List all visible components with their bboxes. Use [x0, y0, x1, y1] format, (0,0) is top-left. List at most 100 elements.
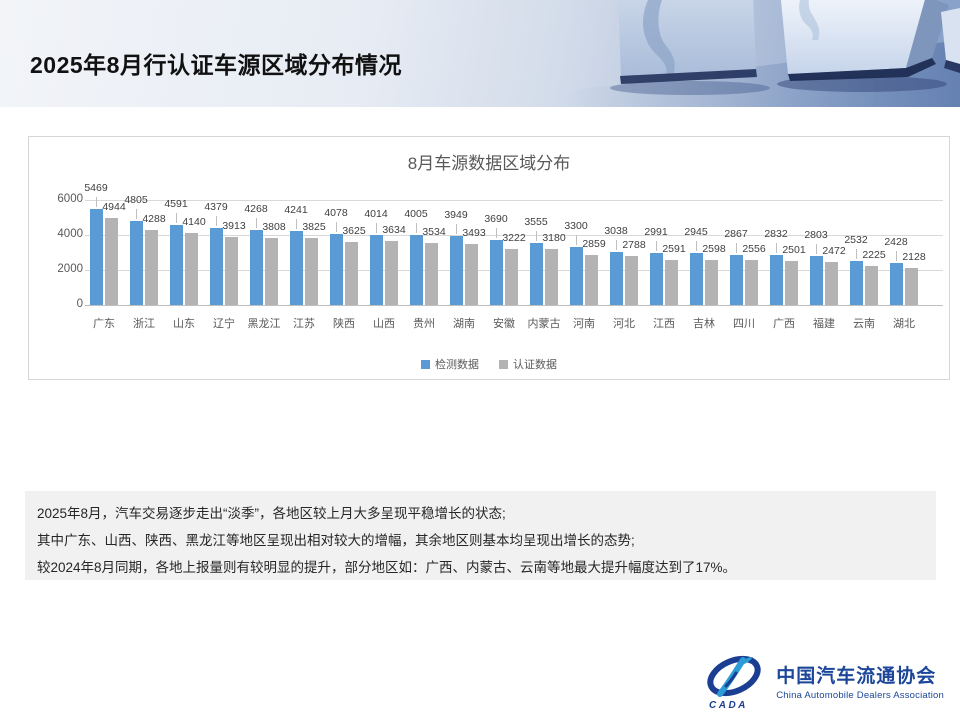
- bar-certified: [545, 249, 558, 305]
- bar-certified: [225, 236, 238, 305]
- data-label-certified: 2472: [822, 244, 846, 257]
- cada-logo-text: CADA: [709, 700, 748, 710]
- summary-line-1: 2025年8月，汽车交易逐步走出“淡季”，各地区较上月大多呈现平稳增长的状态;: [37, 506, 506, 521]
- x-axis-label: 河北: [613, 318, 635, 330]
- summary-panel: 2025年8月，汽车交易逐步走出“淡季”，各地区较上月大多呈现平稳增长的状态; …: [25, 491, 936, 580]
- data-label-certified: 2128: [902, 250, 926, 263]
- x-axis-label: 贵州: [413, 318, 435, 330]
- x-axis-label: 四川: [733, 318, 755, 330]
- logo-subtitle-en: China Automobile Dealers Association: [776, 690, 944, 701]
- bar-detection: [450, 235, 463, 305]
- data-label-detection: 2945: [684, 226, 708, 239]
- data-label-certified: 3808: [262, 221, 286, 234]
- data-label-detection: 2832: [764, 228, 788, 241]
- x-axis-label: 山西: [373, 318, 395, 330]
- data-label-detection: 3038: [604, 224, 628, 237]
- x-axis-label: 安徽: [493, 318, 515, 330]
- x-axis-label: 云南: [853, 318, 875, 330]
- bar-certified: [825, 261, 838, 305]
- data-label-certified: 4288: [142, 212, 166, 225]
- label-leader-line: [456, 223, 457, 234]
- data-label-certified: 2591: [662, 242, 686, 255]
- data-label-certified: 2859: [582, 237, 606, 250]
- bar-certified: [385, 241, 398, 305]
- x-axis-label: 辽宁: [213, 318, 235, 330]
- label-leader-line: [696, 241, 697, 252]
- label-leader-line: [416, 222, 417, 233]
- bar-certified: [345, 241, 358, 305]
- data-label-certified: 3634: [382, 224, 406, 237]
- label-leader-line: [896, 250, 897, 261]
- chart-legend: 检测数据 认证数据: [29, 356, 949, 372]
- label-leader-line: [376, 222, 377, 233]
- bar-certified: [465, 243, 478, 305]
- data-label-certified: 3913: [222, 219, 246, 232]
- y-axis-tick-label: 0: [76, 298, 83, 310]
- chart-title: 8月车源数据区域分布: [407, 154, 571, 173]
- bar-detection: [890, 262, 903, 305]
- chart-plot: 0 2000 4000 6000 5469 4944 广东 4805 4288 浙江 4591 414…: [29, 137, 949, 379]
- legend-label-certified: 认证数据: [513, 359, 557, 371]
- y-axis-tick-label: 6000: [57, 193, 83, 205]
- y-axis-tick-label: 2000: [57, 263, 83, 275]
- bar-detection: [530, 242, 543, 305]
- cada-logo-icon: CADA: [707, 655, 761, 710]
- bar-detection: [290, 230, 303, 305]
- data-label-certified: 2556: [742, 243, 766, 256]
- data-label-certified: 3534: [422, 226, 446, 239]
- data-label-certified: 2501: [782, 244, 806, 257]
- bar-detection: [370, 234, 383, 305]
- x-axis-label: 江西: [653, 318, 675, 330]
- x-axis-label: 广东: [93, 318, 115, 330]
- bar-certified: [105, 218, 118, 305]
- label-leader-line: [536, 230, 537, 241]
- label-leader-line: [136, 208, 137, 219]
- bar-detection: [730, 254, 743, 305]
- bar-certified: [145, 229, 158, 305]
- bar-detection: [770, 255, 783, 305]
- bar-detection: [650, 252, 663, 305]
- label-leader-line: [176, 212, 177, 223]
- x-axis-label: 陕西: [333, 318, 355, 330]
- data-label-certified: 2225: [862, 249, 886, 262]
- bar-detection: [570, 247, 583, 305]
- data-label-detection: 4005: [404, 207, 428, 220]
- data-label-certified: 2788: [622, 239, 646, 252]
- data-label-detection: 3949: [444, 208, 468, 221]
- slide-header: 2025年8月行认证车源区域分布情况: [0, 0, 960, 107]
- x-axis-label: 江苏: [293, 318, 315, 330]
- data-label-detection: 3555: [524, 215, 548, 228]
- label-leader-line: [496, 228, 497, 239]
- data-label-certified: 3222: [502, 231, 526, 244]
- bar-certified: [625, 256, 638, 305]
- data-label-detection: 2991: [644, 225, 668, 238]
- bar-detection: [330, 233, 343, 305]
- legend-item-detection: 检测数据: [421, 356, 479, 372]
- legend-item-certified: 认证数据: [499, 356, 557, 372]
- data-label-detection: 3690: [484, 213, 508, 226]
- label-leader-line: [616, 239, 617, 250]
- chart-panel: 0 2000 4000 6000 5469 4944 广东 4805 4288 浙江 4591 414…: [28, 136, 950, 380]
- bar-certified: [665, 259, 678, 305]
- summary-line-2: 其中广东、山西、陕西、黑龙江等地区呈现出相对较大的增幅，其余地区则基本均呈现出增…: [37, 533, 635, 548]
- page-title: 2025年8月行认证车源区域分布情况: [30, 52, 402, 78]
- bar-certified: [905, 267, 918, 305]
- data-label-detection: 4241: [284, 203, 308, 216]
- x-axis-label: 福建: [813, 318, 835, 330]
- bar-certified: [425, 243, 438, 305]
- gridline: [85, 200, 943, 201]
- data-label-certified: 3825: [302, 221, 326, 234]
- label-leader-line: [296, 218, 297, 229]
- label-leader-line: [256, 218, 257, 229]
- x-axis-label: 吉林: [693, 318, 715, 330]
- data-label-detection: 4805: [124, 193, 148, 206]
- data-label-certified: 3493: [462, 226, 486, 239]
- bar-certified: [865, 266, 878, 305]
- x-axis-label: 山东: [173, 318, 195, 330]
- bar-detection: [210, 228, 223, 305]
- bar-detection: [490, 240, 503, 305]
- x-axis-label: 浙江: [133, 318, 155, 330]
- footer-logo: CADA 中国汽车流通协会 China Automobile Dealers A…: [703, 652, 944, 710]
- bar-detection: [410, 234, 423, 305]
